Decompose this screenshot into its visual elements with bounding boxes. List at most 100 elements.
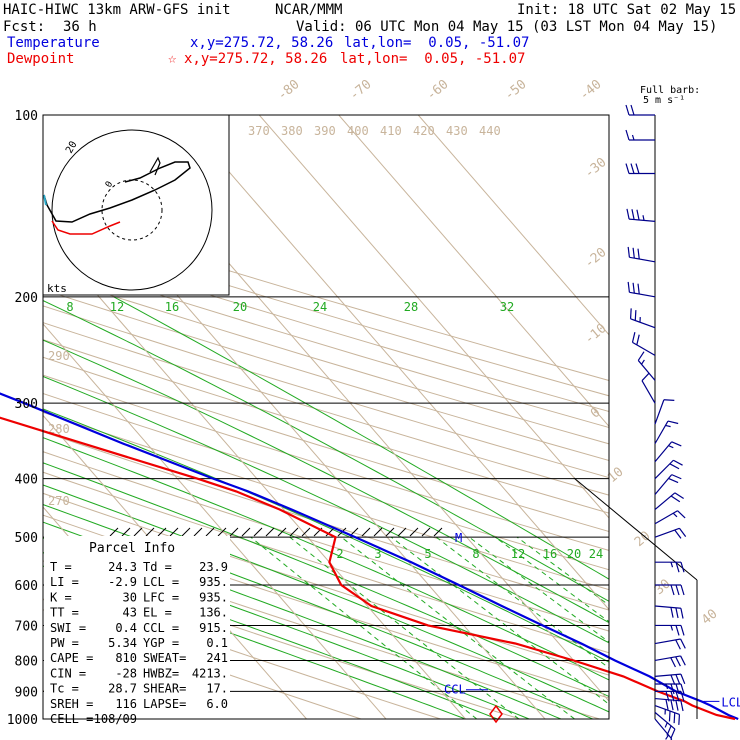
pressure-tick-label: 900 [15, 685, 38, 700]
parcel-field-label: K = [50, 590, 72, 604]
parcel-field-value: 116 [115, 697, 137, 711]
hodograph-outer-ring [51, 129, 213, 291]
hodograph-inner-ring [101, 179, 163, 241]
wind-barb-feather [680, 683, 685, 695]
parcel-field-label: CCL = [143, 621, 179, 635]
parcel-field-label: SWI = [50, 621, 86, 635]
parcel-field-label: LFC = [143, 590, 179, 604]
wind-barb-feather [678, 527, 687, 538]
isotherm-line [43, 231, 466, 719]
theta-label: 420 [413, 124, 435, 138]
wind-barb-staff [654, 510, 678, 525]
dry-adiabat [43, 451, 609, 632]
parcel-field-label: YGP = [143, 636, 179, 650]
parcel-field-value: 935. [199, 575, 228, 589]
theta-label: 410 [380, 124, 402, 138]
wind-barb [654, 673, 686, 685]
ccl-label: CCL [444, 683, 466, 697]
wind-barb-feather [670, 674, 676, 685]
wind-barb-feather [680, 638, 686, 649]
wind-barb [631, 332, 656, 356]
parcel-field-value: 810 [115, 651, 137, 665]
parcel-field-label: PW = [50, 636, 79, 650]
wind-barb-feather [670, 728, 676, 739]
wind-barb-feather [680, 700, 684, 712]
wind-barb-feather [627, 281, 630, 293]
theta-label: 270 [48, 494, 70, 508]
hatch-mark [289, 527, 299, 537]
wind-barb-feather [670, 657, 676, 668]
wind-barb-half-feather [670, 562, 674, 568]
wind-barb [637, 351, 656, 381]
parcel-field-label: SHEAR= [143, 682, 186, 696]
isotherm-label: -60 [424, 77, 452, 104]
isotherm-label: -20 [582, 245, 610, 272]
org-label: NCAR/MMM [275, 2, 343, 18]
dry-adiabat [43, 411, 609, 591]
wind-barb [654, 704, 681, 725]
wind-barb-feather [636, 209, 640, 221]
wind-barb-feather [625, 104, 630, 116]
wind-barb-feather [675, 607, 679, 619]
wind-barb-feather [670, 584, 675, 596]
hatch-mark [193, 527, 203, 537]
wind-barb-staff [630, 318, 656, 329]
wind-barb-feather [629, 308, 632, 319]
wind-barb [655, 690, 685, 702]
parcel-field-value: 17. [206, 682, 228, 696]
pressure-tick-label: 500 [15, 531, 38, 546]
parcel-field-label: LCL = [143, 575, 179, 589]
hatch-mark [217, 527, 227, 537]
mixing-ratio-line [250, 536, 478, 719]
init-time: Init: 18 UTC Sat 02 May 15 [517, 2, 737, 18]
wind-barb-feather [625, 129, 630, 141]
hatch-mark [301, 527, 311, 537]
parcel-field-value: 0.4 [115, 621, 137, 635]
wind-barb [626, 208, 656, 222]
theta-label: 440 [479, 124, 501, 138]
wind-barb [654, 605, 684, 619]
wind-barb [654, 459, 683, 480]
wind-barb-feather [671, 441, 682, 447]
isotherm-line [179, 115, 609, 611]
wind-barb-feather [665, 691, 670, 702]
wind-barb-staff [654, 718, 673, 740]
wind-barb [654, 474, 682, 495]
mixing-ratio-label: 20 [567, 547, 581, 561]
parcel-field-label: CIN = [50, 666, 86, 680]
mixing-ratio-label: 8 [66, 300, 73, 314]
isotherm-label: 40 [699, 607, 721, 629]
parcel-field-value: 28.7 [108, 682, 137, 696]
mixing-ratio-label: 20 [233, 300, 247, 314]
dewpoint-xy: x,y=275.72, 58.26 [184, 51, 328, 67]
wind-barb [654, 718, 673, 740]
wind-barb-staff [654, 441, 673, 463]
hatch-mark [397, 527, 407, 537]
wind-barb-feather [675, 674, 681, 685]
wind-barb-staff [641, 380, 656, 404]
wind-barb-feather [673, 459, 683, 466]
hodograph-ring-label: 20 [64, 140, 80, 156]
wind-barb-half-feather [672, 512, 678, 518]
isotherm-label: -30 [582, 155, 610, 182]
wind-barb-feather [663, 399, 675, 401]
theta-label: 290 [48, 349, 70, 363]
wind-barb-feather [675, 691, 680, 702]
parcel-field-value: 6.0 [206, 697, 228, 711]
wind-barb [627, 281, 656, 298]
parcel-field-label: EL = [143, 606, 172, 620]
parcel-field-value: 4213. [192, 666, 228, 680]
dry-adiabat [43, 273, 609, 445]
hatch-mark [121, 527, 131, 537]
wind-barb-feather [637, 248, 640, 260]
wind-barb-half-feather [664, 722, 668, 728]
wind-barb-half-feather [631, 134, 635, 141]
wind-barb-feather [668, 477, 679, 484]
parcel-info-title: Parcel Info [89, 541, 175, 556]
wind-barb-feather [630, 163, 635, 174]
hatch-mark [109, 527, 119, 537]
dry-adiabat [43, 339, 609, 514]
isotherm-label: 10 [605, 465, 627, 487]
wind-barb-half-feather [642, 215, 645, 221]
